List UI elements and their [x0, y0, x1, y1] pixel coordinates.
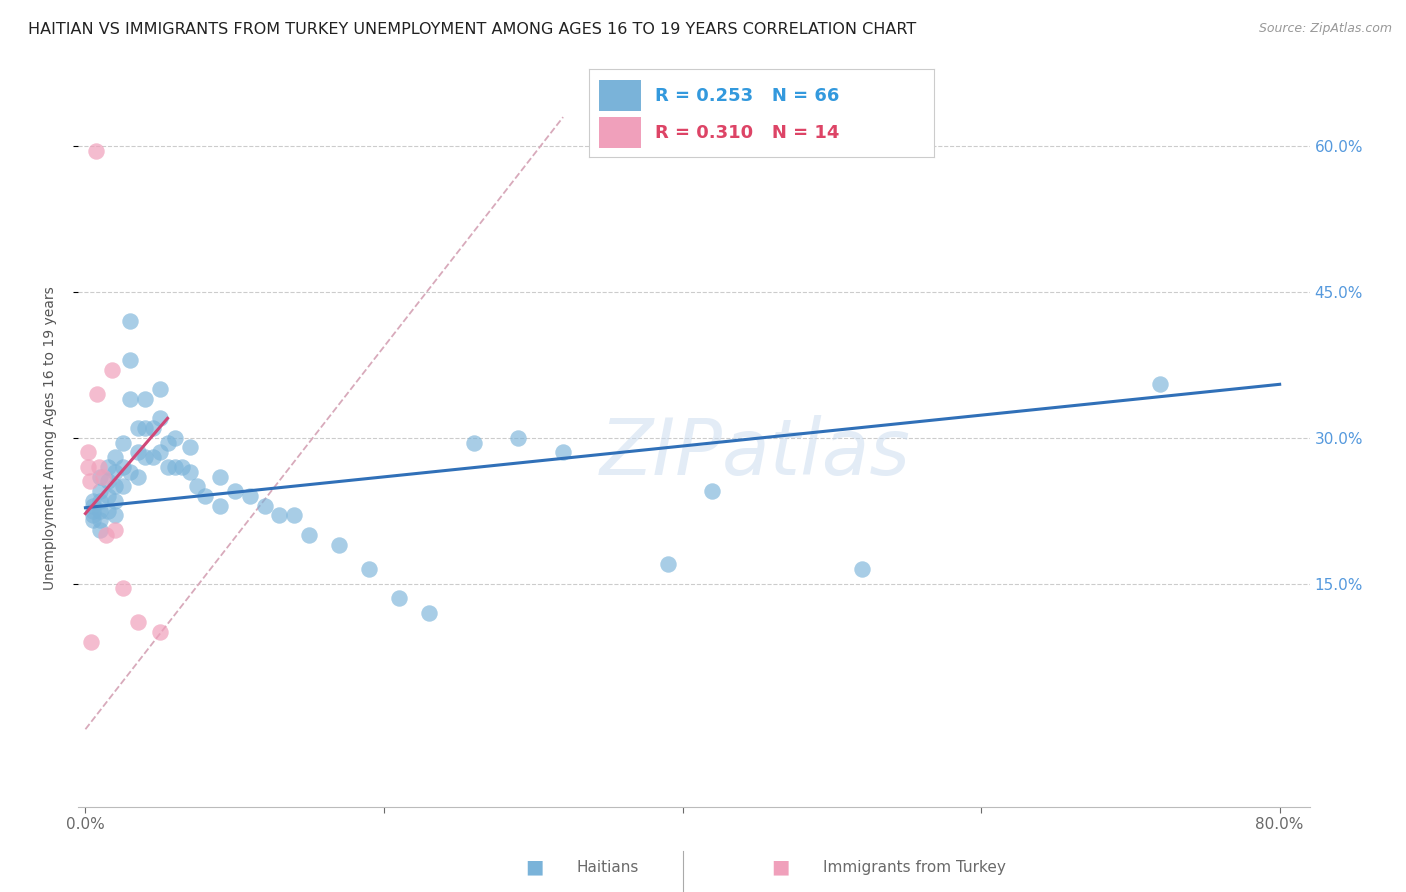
Point [253, 499, 276, 513]
Point [239, 489, 262, 503]
Point [163, 459, 186, 474]
Point [298, 528, 321, 542]
Point [84, 144, 107, 158]
Text: Haitians: Haitians [576, 860, 638, 874]
Point [97, 489, 120, 503]
Point [163, 431, 186, 445]
Point [79, 475, 101, 489]
Point [418, 606, 440, 620]
Text: ■: ■ [524, 857, 544, 877]
Point [86, 387, 108, 401]
Point [91, 469, 114, 483]
Point [87, 459, 110, 474]
Point [104, 450, 127, 465]
Point [89, 523, 111, 537]
Point [156, 459, 179, 474]
Point [134, 450, 156, 465]
Point [553, 445, 575, 459]
Point [101, 363, 124, 377]
Point [89, 484, 111, 499]
Point [134, 392, 156, 406]
Point [82, 513, 104, 527]
Point [82, 503, 104, 517]
Point [142, 421, 165, 435]
Text: ■: ■ [770, 857, 790, 877]
Point [194, 489, 217, 503]
Point [208, 469, 231, 483]
Point [208, 499, 231, 513]
Point [77, 459, 100, 474]
Point [328, 538, 350, 552]
Point [172, 459, 194, 474]
Point [120, 314, 142, 328]
Point [120, 465, 142, 479]
Y-axis label: Unemployment Among Ages 16 to 19 years: Unemployment Among Ages 16 to 19 years [44, 285, 58, 590]
Text: HAITIAN VS IMMIGRANTS FROM TURKEY UNEMPLOYMENT AMONG AGES 16 TO 19 YEARS CORRELA: HAITIAN VS IMMIGRANTS FROM TURKEY UNEMPL… [28, 22, 917, 37]
Point [104, 494, 127, 508]
Point [156, 435, 179, 450]
Point [89, 503, 111, 517]
Point [149, 411, 172, 425]
Point [127, 445, 149, 459]
Point [388, 591, 411, 605]
Point [111, 479, 134, 493]
Point [96, 528, 118, 542]
Point [702, 484, 724, 499]
Point [120, 392, 142, 406]
Point [657, 557, 679, 571]
Text: Immigrants from Turkey: Immigrants from Turkey [823, 860, 1005, 874]
Point [104, 523, 127, 537]
Point [80, 635, 103, 649]
Point [82, 499, 104, 513]
Point [82, 508, 104, 523]
Point [120, 353, 142, 368]
Point [97, 503, 120, 517]
Point [77, 445, 100, 459]
Text: Source: ZipAtlas.com: Source: ZipAtlas.com [1258, 22, 1392, 36]
Point [179, 465, 201, 479]
Point [283, 508, 305, 523]
Point [89, 494, 111, 508]
Point [142, 450, 165, 465]
Point [851, 562, 873, 576]
Text: ZIPatlas: ZIPatlas [600, 415, 911, 491]
Point [508, 431, 530, 445]
Point [149, 625, 172, 640]
Point [224, 484, 246, 499]
Point [104, 465, 127, 479]
Point [269, 508, 291, 523]
Point [463, 435, 485, 450]
Point [89, 513, 111, 527]
Point [1149, 377, 1171, 392]
Point [134, 421, 156, 435]
Point [357, 562, 380, 576]
Point [111, 459, 134, 474]
Point [127, 421, 149, 435]
Point [186, 479, 208, 493]
Point [149, 445, 172, 459]
Point [149, 382, 172, 396]
Point [104, 479, 127, 493]
Point [82, 494, 104, 508]
Point [97, 459, 120, 474]
Point [127, 615, 149, 630]
Point [179, 441, 201, 455]
Point [104, 508, 127, 523]
Point [89, 469, 111, 483]
Point [111, 582, 134, 596]
Point [97, 475, 120, 489]
Point [127, 469, 149, 483]
Point [111, 435, 134, 450]
